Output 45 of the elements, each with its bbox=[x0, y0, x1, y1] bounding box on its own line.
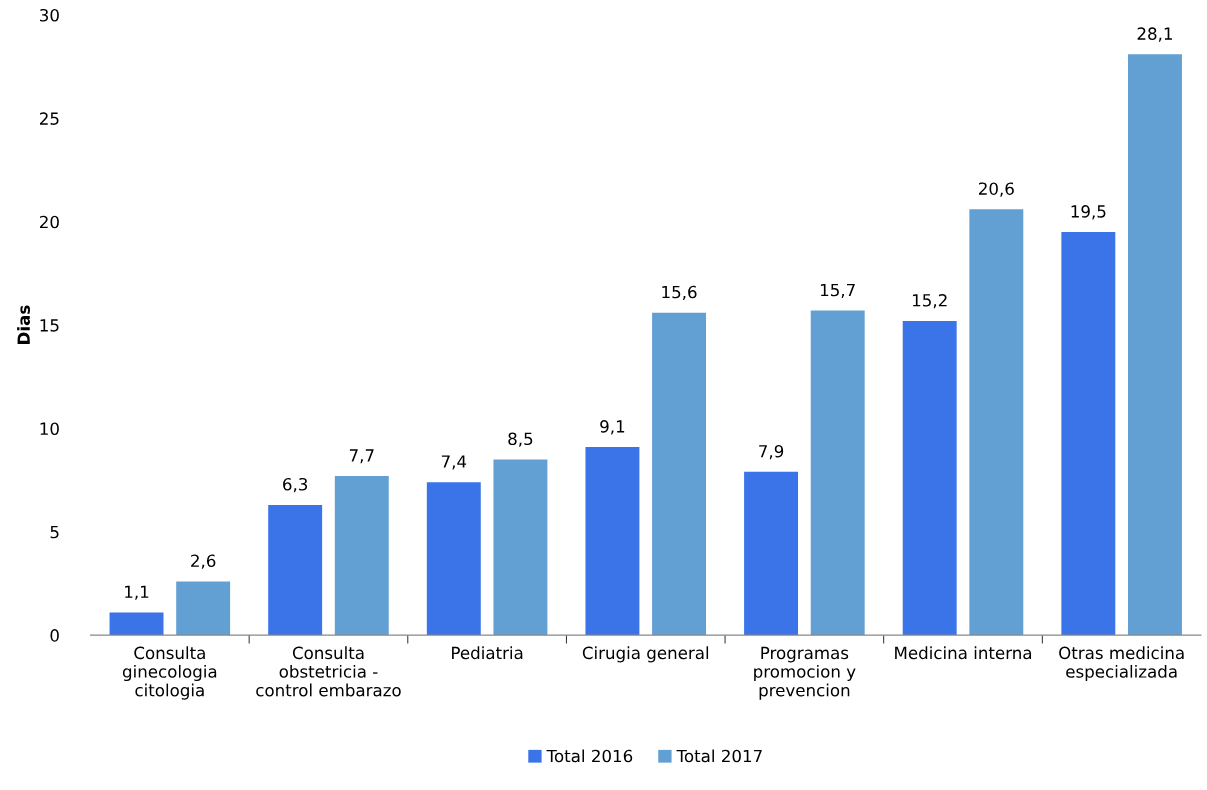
bar bbox=[652, 312, 707, 636]
data-label: 7,4 bbox=[441, 455, 467, 470]
x-tick-label: Medicina interna bbox=[895, 646, 1032, 660]
data-label: 7,9 bbox=[759, 444, 784, 460]
legend-label: Total 2016 bbox=[546, 749, 633, 763]
x-tick-label: Otras medicina especializada bbox=[1059, 646, 1184, 682]
bar bbox=[493, 459, 548, 636]
bar bbox=[1061, 232, 1116, 636]
bar bbox=[810, 310, 865, 636]
data-label: 15,7 bbox=[820, 283, 855, 298]
data-label: 28,1 bbox=[1137, 27, 1172, 42]
x-tick-label: Programas promocion y prevencion bbox=[754, 646, 856, 700]
data-label: 8,5 bbox=[508, 432, 533, 447]
bar bbox=[1127, 54, 1182, 636]
legend-label: Total 2017 bbox=[676, 749, 762, 763]
y-tick-label: 0 bbox=[50, 629, 59, 642]
data-label: 6,3 bbox=[283, 477, 308, 493]
data-label: 9,1 bbox=[600, 420, 625, 435]
y-tick-label: 20 bbox=[39, 215, 59, 229]
bar bbox=[268, 504, 323, 636]
bar bbox=[109, 612, 164, 636]
bar bbox=[176, 581, 231, 636]
y-axis-title: Dias bbox=[17, 305, 30, 344]
data-label: 20,6 bbox=[978, 182, 1014, 197]
x-tick-label: Consulta obstetricia - control embarazo bbox=[256, 646, 401, 697]
data-label: 1,1 bbox=[125, 585, 149, 600]
y-tick-label: 10 bbox=[40, 422, 59, 436]
bar bbox=[334, 475, 389, 636]
data-label: 15,2 bbox=[912, 294, 947, 309]
bar bbox=[744, 471, 799, 636]
x-tick-label: Consulta ginecologia citologia bbox=[122, 646, 217, 700]
data-label: 19,5 bbox=[1071, 205, 1106, 220]
bar bbox=[585, 447, 640, 636]
bar bbox=[426, 482, 481, 636]
data-label: 15,6 bbox=[662, 285, 697, 301]
bar bbox=[969, 209, 1024, 636]
data-label: 7,7 bbox=[349, 449, 374, 464]
data-label: 2,6 bbox=[191, 554, 216, 569]
y-tick-label: 5 bbox=[50, 525, 59, 539]
x-tick-label: Pediatria bbox=[452, 646, 523, 660]
y-tick-label: 25 bbox=[39, 112, 59, 125]
bar bbox=[902, 320, 957, 636]
y-tick-label: 15 bbox=[40, 319, 59, 332]
y-tick-label: 30 bbox=[40, 8, 59, 22]
x-tick-label: Cirugia general bbox=[582, 646, 709, 663]
